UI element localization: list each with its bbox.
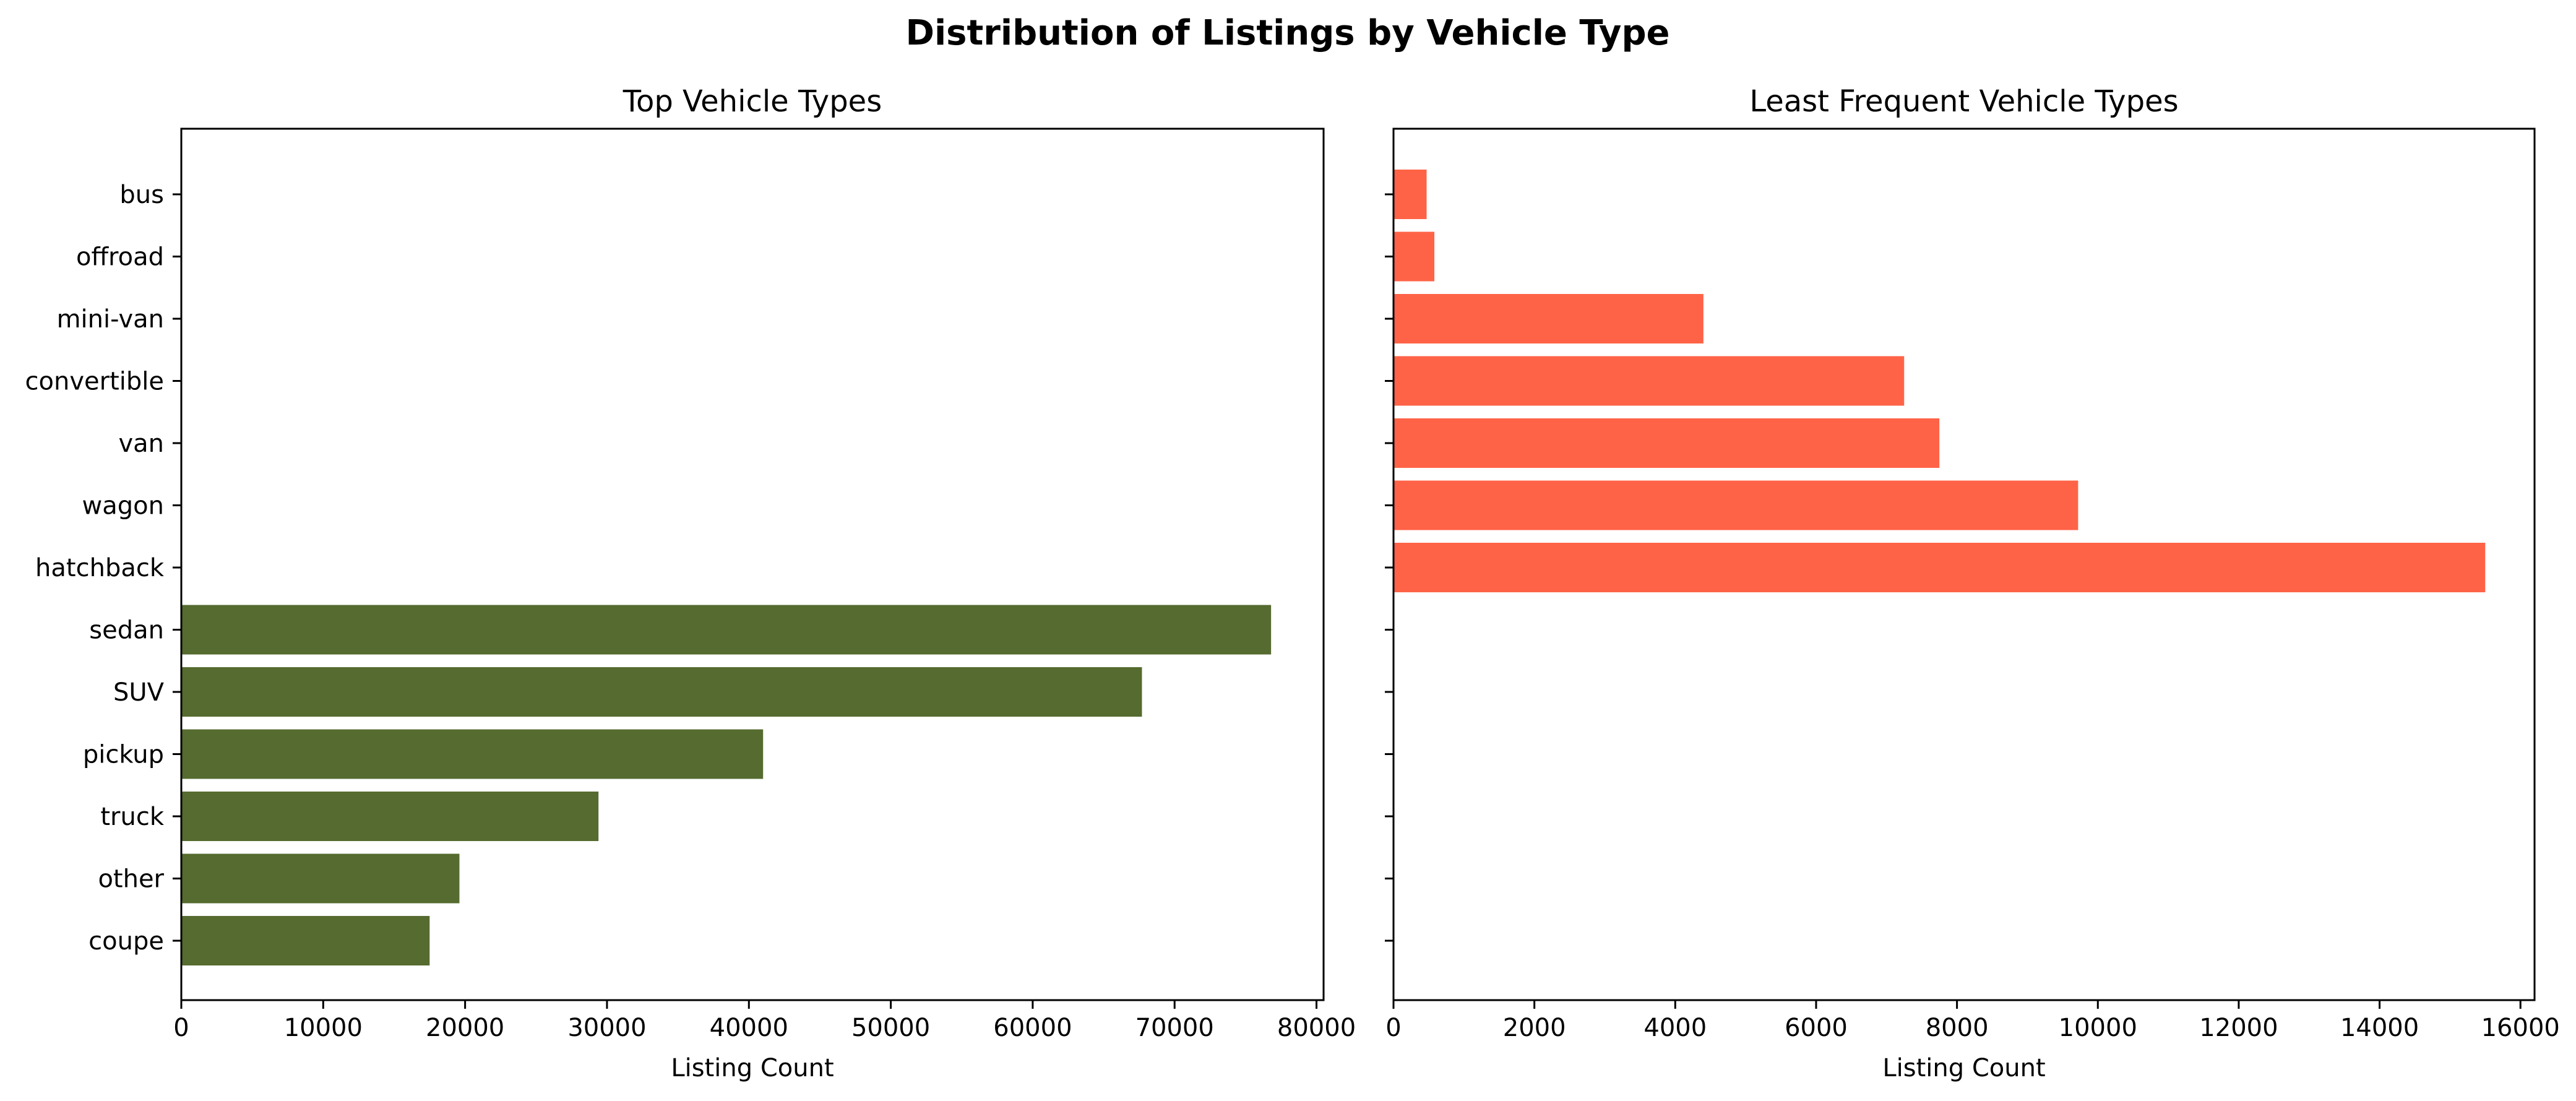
x-tick-label-8000: 8000 [1926,1014,1989,1042]
chart-title: Top Vehicle Types [622,84,882,119]
y-tick-label-hatchback: hatchback [35,554,165,582]
bar-hatchback [1394,543,2486,592]
bar-convertible [1394,356,1905,406]
x-tick-label-16000: 16000 [2481,1014,2560,1042]
bar-pickup [181,729,764,779]
bar-series [1394,170,2486,592]
x-tick-label-30000: 30000 [567,1014,646,1042]
x-axis-label: Listing Count [671,1054,834,1082]
y-tick-label-SUV: SUV [113,678,165,707]
y-tick-label-bus: bus [119,181,164,209]
plot-area-frame [1392,127,2536,1001]
x-tick-label-20000: 20000 [426,1014,504,1042]
bar-SUV [181,667,1142,717]
y-tick-label-other: other [98,865,164,894]
bar-mini-van [1394,294,1704,343]
y-tick-label-offroad: offroad [76,243,164,272]
bar-truck [181,792,599,841]
bar-coupe [181,916,430,965]
y-tick-label-mini-van: mini-van [57,305,164,334]
bar-sedan [181,605,1272,655]
x-tick-label-2000: 2000 [1503,1014,1566,1042]
plot-area-frame [180,127,1325,1001]
x-tick-label-14000: 14000 [2340,1014,2419,1042]
x-tick-label-0: 0 [173,1014,189,1042]
y-axis: bus offroad mini-van convertible van wagon hat… [25,181,181,956]
x-tick-label-10000: 10000 [284,1014,363,1042]
y-tick-label-wagon: wagon [82,492,164,520]
y-tick-label-coupe: coupe [88,927,164,956]
chart-panel-least-frequent-vehicle-types: Least Frequent Vehicle Types 0 2000 4000 60… [1385,84,2560,1082]
x-tick-label-4000: 4000 [1643,1014,1707,1042]
chart-title: Least Frequent Vehicle Types [1749,84,2178,119]
bar-bus [1394,170,1427,219]
x-tick-label-70000: 70000 [1135,1014,1214,1042]
x-tick-label-50000: 50000 [851,1014,930,1042]
y-tick-label-pickup: pickup [83,741,164,769]
y-axis [1385,193,1394,942]
bar-offroad [1394,231,1435,282]
y-tick-label-van: van [118,430,164,458]
bar-van [1394,418,1940,468]
x-tick-label-40000: 40000 [710,1014,788,1042]
figure-title: Distribution of Listings by Vehicle Type [905,13,1669,53]
y-tick-label-convertible: convertible [25,368,164,396]
x-tick-label-60000: 60000 [993,1014,1072,1042]
x-axis-label: Listing Count [1882,1054,2045,1082]
x-tick-label-0: 0 [1385,1014,1401,1042]
y-tick-label-truck: truck [100,803,164,831]
x-tick-label-12000: 12000 [2199,1014,2278,1042]
x-tick-label-80000: 80000 [1277,1014,1356,1042]
chart-panel-top-vehicle-types: Top Vehicle Types bus offroad mini-van conv… [25,84,1356,1082]
bar-wagon [1394,480,2078,530]
bar-series [181,605,1272,965]
bar-other [181,853,460,904]
x-tick-label-10000: 10000 [2059,1014,2137,1042]
y-tick-label-sedan: sedan [89,616,164,645]
x-axis: 0 2000 4000 6000 8000 10000 12000 14000 16000 [1385,1000,2560,1042]
x-tick-label-6000: 6000 [1785,1014,1848,1042]
x-axis: 0 10000 20000 30000 40000 50000 60000 70000 8000… [173,1000,1356,1042]
